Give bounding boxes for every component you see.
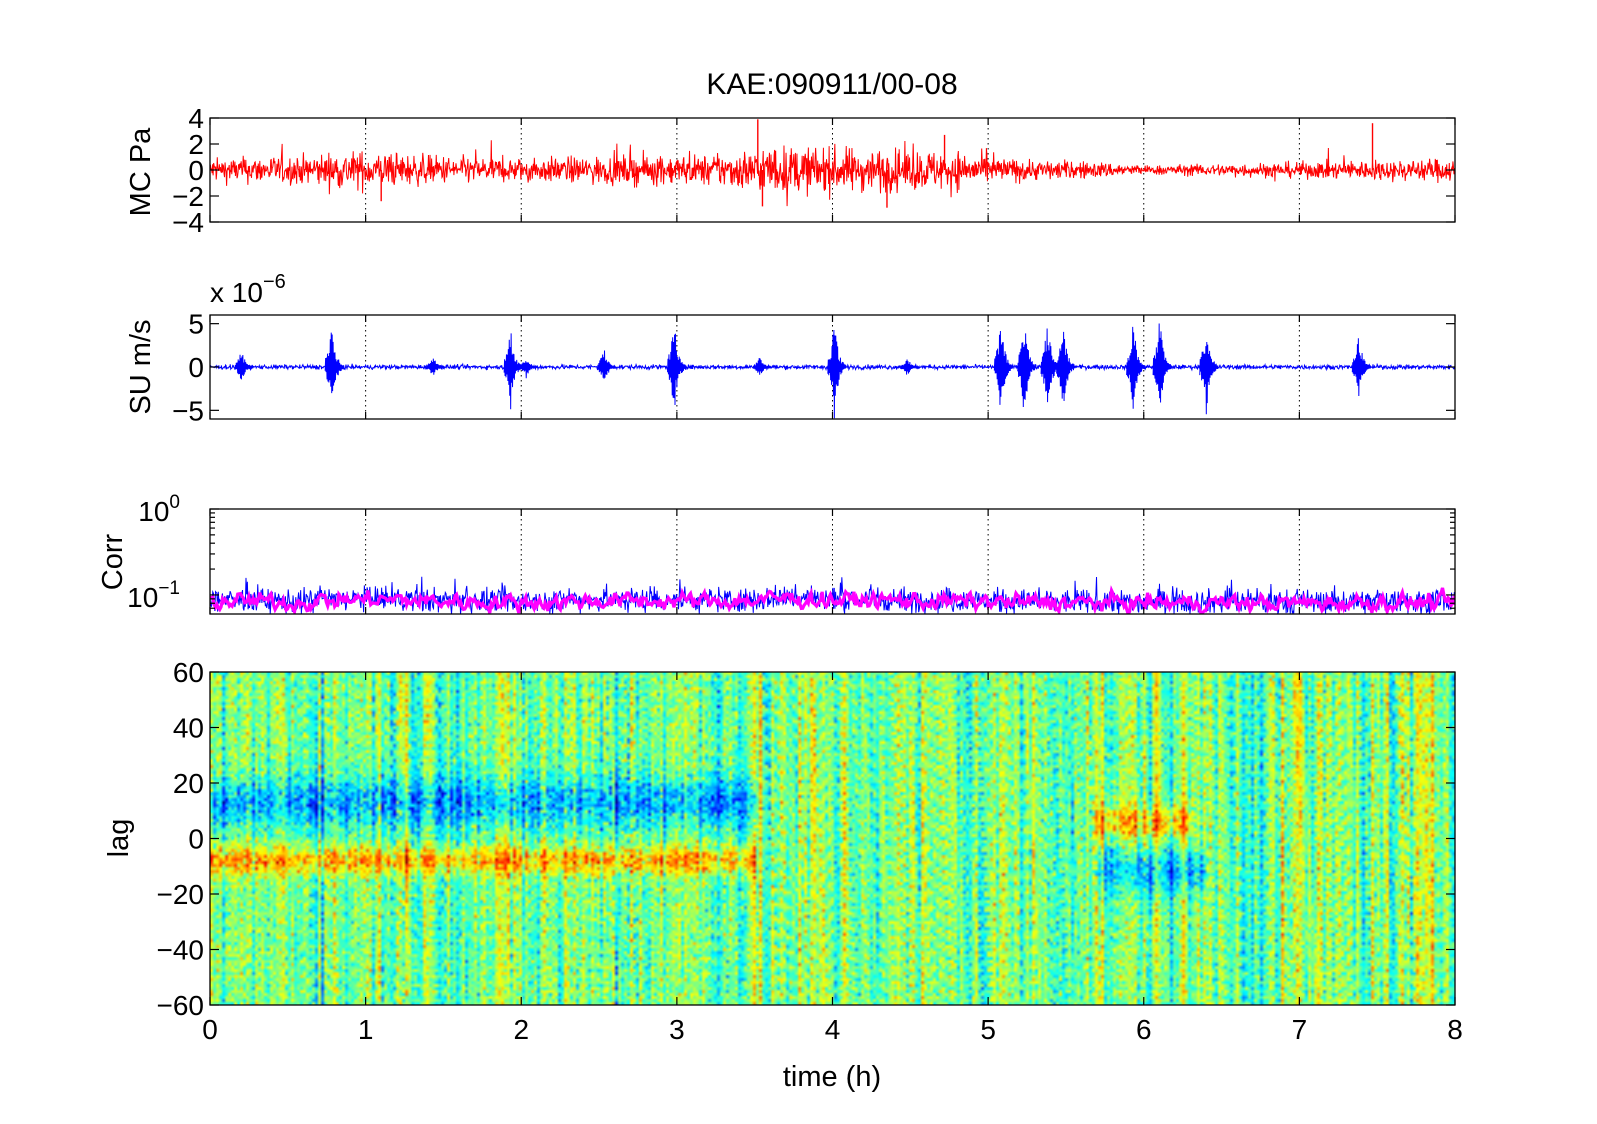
velocity-burst-17 (1351, 338, 1371, 397)
y-tick-label-exp-0: −1 (158, 578, 180, 599)
pressure-trace (210, 140, 1455, 207)
correlation-smoothed-trace (210, 585, 1455, 614)
y-tick-label-base-1: 10 (138, 496, 169, 527)
velocity-burst-12 (1040, 328, 1060, 403)
y-tick-label-3: 0 (188, 824, 204, 855)
velocity-scale-base: x 10 (210, 277, 263, 308)
y-tick-label-1: −40 (157, 935, 205, 966)
y-tick-label-2: 5 (188, 309, 204, 340)
x-axis-label: time (h) (783, 1061, 881, 1093)
velocity-burst-9 (900, 359, 920, 375)
velocity-burst-16 (1199, 341, 1219, 415)
pressure-series (210, 119, 1455, 208)
heatmap-panel: 0 1 2 3 4 5 6 7 8 −60 −40 −20 0 20 40 60 lag time (h) (103, 657, 1463, 1093)
y-tick-label-1: 100 (138, 492, 180, 527)
velocity-burst-1 (324, 332, 344, 394)
x-tick-label-7: 7 (1292, 1014, 1308, 1045)
correlation-ylabel: Corr (97, 533, 129, 590)
y-tick-label-3: 2 (188, 129, 204, 160)
correlation-series (210, 576, 1455, 614)
velocity-burst-11 (1017, 333, 1037, 408)
y-tick-label-2: 0 (188, 155, 204, 186)
x-tick-label-3: 3 (669, 1014, 685, 1045)
velocity-ticks: −5 0 5 (172, 309, 1456, 426)
velocity-burst-7 (752, 358, 772, 375)
x-tick-label-0: 0 (202, 1014, 218, 1045)
correlation-axes-frame (209, 508, 1456, 615)
velocity-burst-14 (1126, 326, 1146, 409)
velocity-panel: −5 0 5 SU m/s x 10−6 (125, 271, 1456, 426)
lag-heatmap-image (210, 672, 1455, 1005)
velocity-burst-10 (993, 331, 1014, 405)
velocity-burst-3 (503, 333, 523, 410)
y-tick-label-4: 20 (173, 768, 204, 799)
x-tick-label-2: 2 (513, 1014, 529, 1045)
velocity-burst-4 (519, 361, 539, 379)
pressure-ylabel: MC Pa (125, 127, 157, 217)
y-tick-label-base-0: 10 (127, 582, 158, 613)
velocity-burst-5 (597, 350, 617, 379)
y-tick-label-0: 10−1 (127, 578, 180, 613)
y-tick-label-0: −4 (172, 207, 204, 238)
y-tick-label-0: −60 (157, 990, 205, 1021)
x-tick-label-8: 8 (1447, 1014, 1463, 1045)
velocity-burst-2 (425, 358, 445, 375)
y-tick-label-exp-1: 0 (169, 492, 180, 513)
x-tick-label-6: 6 (1136, 1014, 1152, 1045)
velocity-burst-0 (234, 354, 254, 380)
velocity-scale-label: x 10−6 (210, 271, 286, 308)
y-tick-label-5: 40 (173, 713, 204, 744)
y-tick-label-6: 60 (173, 657, 204, 688)
velocity-series (210, 323, 1455, 419)
y-tick-label-4: 4 (188, 103, 204, 134)
y-tick-label-0: −5 (172, 395, 204, 426)
x-tick-label-4: 4 (825, 1014, 841, 1045)
x-tick-label-1: 1 (358, 1014, 374, 1045)
velocity-burst-15 (1152, 323, 1172, 403)
velocity-scale-exponent: −6 (263, 271, 286, 293)
x-tick-label-5: 5 (980, 1014, 996, 1045)
y-tick-label-1: 0 (188, 352, 204, 383)
pressure-axes-frame (209, 117, 1456, 223)
y-tick-label-1: −2 (172, 181, 204, 212)
y-tick-label-2: −20 (157, 879, 205, 910)
velocity-burst-8 (827, 330, 847, 419)
heatmap-axes-frame (209, 671, 1456, 1006)
velocity-burst-6 (667, 333, 687, 405)
heatmap-ylabel: lag (103, 819, 135, 858)
figure-title: KAE:090911/00-08 (706, 68, 957, 101)
velocity-axes-frame (209, 314, 1456, 420)
velocity-burst-13 (1056, 331, 1076, 402)
velocity-ylabel: SU m/s (125, 319, 157, 414)
